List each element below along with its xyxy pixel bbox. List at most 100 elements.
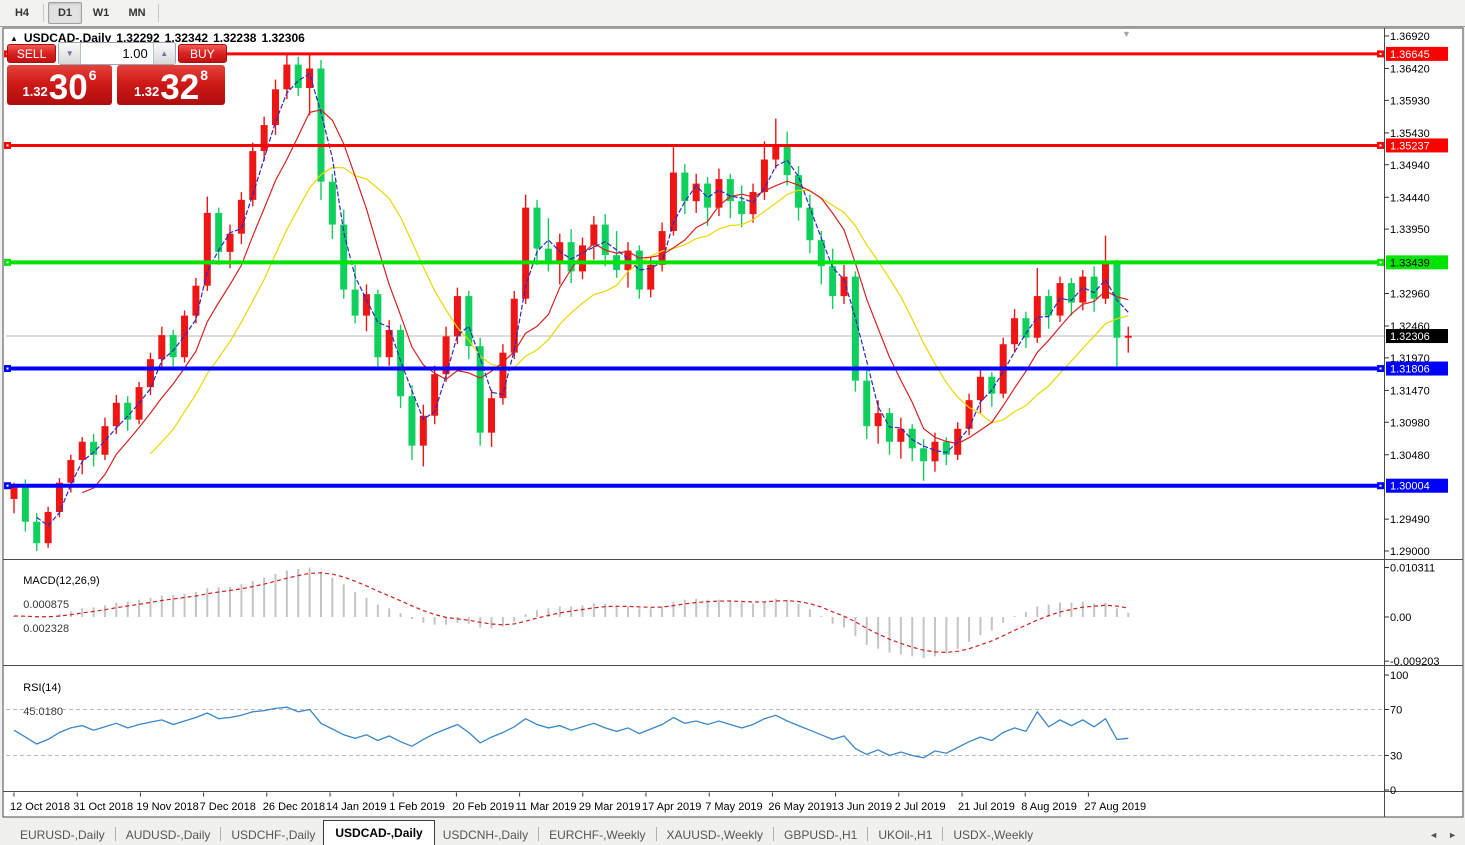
svg-text:0.00: 0.00 bbox=[1390, 612, 1411, 624]
svg-text:31 Oct 2018: 31 Oct 2018 bbox=[73, 801, 133, 813]
tab-scroll-left-icon[interactable]: ◄ bbox=[1429, 830, 1439, 840]
svg-text:1.34940: 1.34940 bbox=[1390, 160, 1430, 172]
symbol-tab-eurusd-daily[interactable]: EURUSD-,Daily bbox=[20, 828, 105, 842]
svg-text:26 May 2019: 26 May 2019 bbox=[768, 801, 832, 813]
chart-shift-marker-icon[interactable]: ▼ bbox=[1122, 29, 1131, 39]
symbol-tab-usdchf-daily[interactable]: USDCHF-,Daily bbox=[231, 828, 316, 842]
symbol-tab-usdx-weekly[interactable]: USDX-,Weekly bbox=[953, 828, 1034, 842]
candles-series bbox=[10, 54, 1132, 551]
tab-separator bbox=[942, 827, 944, 841]
symbol-tab-usdcnh-daily[interactable]: USDCNH-,Daily bbox=[442, 828, 529, 842]
svg-text:70: 70 bbox=[1390, 705, 1402, 717]
macd-value-2: 0.002328 bbox=[23, 623, 70, 635]
timeframe-toolbar: H4 D1 W1 MN bbox=[0, 0, 1465, 27]
svg-text:1.33950: 1.33950 bbox=[1390, 224, 1430, 236]
svg-text:1.35237: 1.35237 bbox=[1390, 140, 1430, 152]
svg-text:100: 100 bbox=[1390, 670, 1408, 682]
sell-price-prefix: 1.32 bbox=[22, 84, 48, 99]
sell-price-big: 30 bbox=[48, 68, 88, 107]
svg-text:27 Aug 2019: 27 Aug 2019 bbox=[1084, 801, 1146, 813]
timeframe-button-mn[interactable]: MN bbox=[128, 7, 146, 19]
rsi-indicator-label: RSI(14) 45.0180 bbox=[11, 670, 63, 730]
svg-text:19 Nov 2018: 19 Nov 2018 bbox=[136, 801, 198, 813]
toolbar-separator bbox=[43, 4, 44, 22]
timeframe-button-w1[interactable]: W1 bbox=[92, 7, 110, 19]
svg-text:20 Feb 2019: 20 Feb 2019 bbox=[452, 801, 514, 813]
quote-high: 1.32342 bbox=[164, 31, 209, 45]
buy-price-tile[interactable]: 1.32 32 8 bbox=[117, 65, 225, 105]
svg-text:1.29000: 1.29000 bbox=[1390, 546, 1430, 558]
svg-text:26 Dec 2018: 26 Dec 2018 bbox=[263, 801, 325, 813]
svg-text:12 Oct 2018: 12 Oct 2018 bbox=[10, 801, 70, 813]
volume-increase-icon[interactable]: ▲ bbox=[152, 42, 175, 64]
timeframe-button-d1[interactable]: D1 bbox=[48, 2, 82, 24]
toolbar-separator bbox=[158, 4, 159, 22]
tab-separator bbox=[114, 827, 116, 841]
svg-text:1.32306: 1.32306 bbox=[1390, 331, 1430, 343]
current-price-label bbox=[1386, 329, 1448, 344]
svg-text:1.30480: 1.30480 bbox=[1390, 450, 1430, 462]
quote-low: 1.32238 bbox=[213, 31, 257, 45]
svg-text:1.31806: 1.31806 bbox=[1390, 364, 1430, 376]
rsi-pane: 100 70 30 0 bbox=[6, 670, 1408, 797]
tab-separator bbox=[220, 827, 222, 841]
svg-text:1.32960: 1.32960 bbox=[1390, 289, 1430, 301]
tab-separator bbox=[538, 827, 540, 841]
hline-price-label bbox=[1386, 46, 1448, 61]
rsi-name: RSI(14) bbox=[23, 682, 62, 694]
volume-input[interactable]: 1.00 bbox=[81, 42, 153, 64]
svg-text:29 Mar 2019: 29 Mar 2019 bbox=[579, 801, 641, 813]
symbol-tab-ukoil-h1[interactable]: UKOil-,H1 bbox=[878, 828, 933, 842]
svg-text:21 Jul 2019: 21 Jul 2019 bbox=[958, 801, 1015, 813]
svg-text:1.36420: 1.36420 bbox=[1390, 64, 1430, 76]
buy-price-prefix: 1.32 bbox=[133, 84, 160, 99]
rsi-line bbox=[13, 706, 1129, 759]
tab-separator bbox=[867, 827, 869, 841]
ma-line-fast[interactable] bbox=[36, 72, 1129, 527]
one-click-trading-panel: SELL ▼ 1.00 ▲ BUY 1.32 30 6 1.32 32 8 bbox=[7, 41, 227, 106]
svg-text:1.36920: 1.36920 bbox=[1390, 31, 1430, 43]
macd-signal-line bbox=[13, 572, 1129, 654]
macd-pane: 0.010311 0.00 -0.009203 bbox=[13, 563, 1440, 668]
timeframe-button-h4[interactable]: H4 bbox=[14, 7, 30, 19]
hline-price-label bbox=[1386, 138, 1448, 153]
svg-text:7 Dec 2018: 7 Dec 2018 bbox=[200, 801, 256, 813]
macd-value-1: 0.000875 bbox=[23, 599, 70, 611]
chart-window-frame bbox=[2, 27, 1464, 818]
svg-text:0: 0 bbox=[1390, 785, 1396, 797]
hline-price-label bbox=[1386, 478, 1448, 493]
svg-text:1.36645: 1.36645 bbox=[1390, 49, 1430, 61]
svg-text:1.29490: 1.29490 bbox=[1390, 514, 1430, 526]
ma-line-mid[interactable] bbox=[81, 109, 1129, 494]
symbol-tab-eurchf-weekly[interactable]: EURCHF-,Weekly bbox=[549, 828, 646, 842]
collapse-triangle-icon[interactable]: ▲ bbox=[10, 33, 18, 43]
tab-scroll-right-icon[interactable]: ► bbox=[1448, 830, 1457, 840]
symbol-tab-gbpusd-h1[interactable]: GBPUSD-,H1 bbox=[784, 828, 858, 842]
sell-button[interactable]: SELL bbox=[7, 43, 57, 63]
svg-text:17 Apr 2019: 17 Apr 2019 bbox=[642, 801, 701, 813]
symbol-tab-audusd-daily[interactable]: AUDUSD-,Daily bbox=[125, 828, 211, 842]
svg-text:1.34440: 1.34440 bbox=[1390, 192, 1430, 204]
tab-separator bbox=[655, 827, 657, 841]
buy-price-sup: 8 bbox=[200, 67, 209, 83]
hline-price-label bbox=[1386, 361, 1448, 376]
symbol-tab-usdcad-daily[interactable]: USDCAD-,Daily bbox=[323, 820, 435, 845]
macd-name: MACD(12,26,9) bbox=[23, 575, 100, 587]
svg-text:1 Feb 2019: 1 Feb 2019 bbox=[389, 801, 445, 813]
svg-text:1.35930: 1.35930 bbox=[1390, 95, 1430, 107]
symbol-tab-xauusd-weekly[interactable]: XAUUSD-,Weekly bbox=[666, 828, 763, 842]
buy-button[interactable]: BUY bbox=[177, 43, 227, 63]
symbol-tab-bar: EURUSD-,Daily AUDUSD-,Daily USDCHF-,Daily U… bbox=[0, 818, 1465, 845]
rsi-value: 45.0180 bbox=[23, 706, 63, 718]
svg-text:30: 30 bbox=[1390, 751, 1402, 763]
hline-price-label bbox=[1386, 255, 1448, 270]
sell-price-sup: 6 bbox=[88, 67, 97, 83]
buy-price-big: 32 bbox=[160, 68, 200, 107]
volume-decrease-icon[interactable]: ▼ bbox=[59, 42, 82, 64]
tab-separator bbox=[773, 827, 774, 841]
sell-price-tile[interactable]: 1.32 30 6 bbox=[7, 65, 112, 105]
quote-close: 1.32306 bbox=[261, 31, 305, 45]
svg-text:7 May 2019: 7 May 2019 bbox=[705, 801, 762, 813]
svg-text:2 Jul 2019: 2 Jul 2019 bbox=[895, 801, 946, 813]
